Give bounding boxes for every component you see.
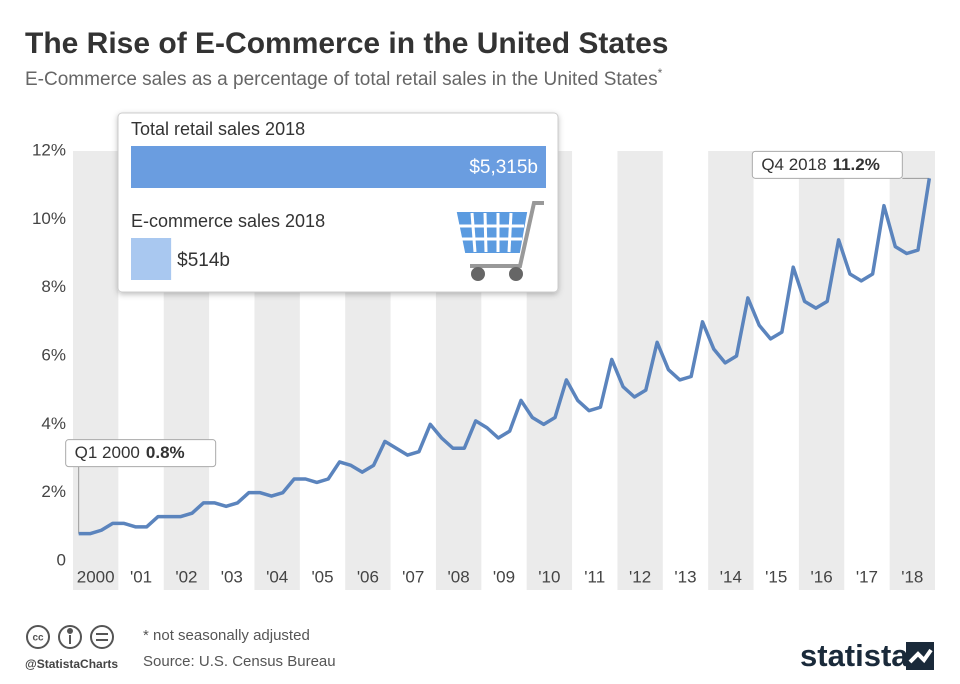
- x-tick-label: '14: [720, 567, 742, 586]
- y-tick-label: 2%: [41, 482, 66, 501]
- brand-icon: [906, 642, 934, 670]
- handle: @StatistaCharts: [25, 657, 118, 671]
- inset-bar: [131, 238, 172, 280]
- cart-grid: [458, 212, 524, 253]
- y-tick-label: 0: [57, 550, 66, 569]
- x-tick-label: '05: [311, 567, 333, 586]
- x-tick-label: '07: [402, 567, 424, 586]
- note: * not seasonally adjusted: [143, 627, 310, 644]
- inset-value: $5,315b: [469, 157, 538, 178]
- source: Source: U.S. Census Bureau: [143, 653, 336, 670]
- x-tick-label: '09: [493, 567, 515, 586]
- x-tick-label: '15: [765, 567, 787, 586]
- subtitle-mark: *: [658, 66, 663, 80]
- year-band: [889, 151, 935, 590]
- x-tick-label: '01: [130, 567, 152, 586]
- inset-bar: [131, 146, 546, 188]
- annotation-box: [65, 439, 217, 468]
- x-tick-label: '18: [901, 567, 923, 586]
- chart-subtitle: E-Commerce sales as a percentage of tota…: [25, 66, 663, 90]
- annotation-label: Q1 2000: [75, 444, 140, 463]
- inset-value: $514b: [177, 250, 230, 271]
- x-tick-label: '10: [538, 567, 560, 586]
- x-tick-label: '12: [629, 567, 651, 586]
- y-tick-label: 6%: [41, 345, 66, 364]
- year-band: [73, 151, 119, 590]
- inset-label: E-commerce sales 2018: [131, 211, 325, 231]
- x-tick-label: 2000: [77, 567, 115, 586]
- x-tick-label: '11: [584, 567, 605, 586]
- y-tick-label: 10%: [32, 209, 66, 228]
- x-tick-label: '03: [221, 567, 243, 586]
- subtitle-text: E-Commerce sales as a percentage of tota…: [25, 69, 658, 90]
- year-band: [617, 151, 663, 590]
- plot: 0 2% 4% 6% 8% 10% 12% 2000 '01 '02 '03 '04 '05 '06 '07…: [32, 140, 932, 586]
- annotation-box: [751, 150, 903, 179]
- year-band: [798, 151, 845, 590]
- cc-glyph: cc: [32, 633, 44, 644]
- line: [78, 178, 932, 536]
- x-tick-label: '17: [856, 567, 878, 586]
- x-tick-label: '04: [266, 567, 288, 586]
- x-tick-label: '16: [811, 567, 833, 586]
- y-tick-label: 12%: [32, 140, 66, 159]
- inset-label: Total retail sales 2018: [131, 119, 305, 139]
- annotation: Q4 2018 11.2%: [761, 155, 880, 174]
- annotation-value: 11.2%: [833, 155, 880, 174]
- license-icons: [26, 625, 114, 649]
- brand: statista: [800, 638, 909, 673]
- y-tick-label: 8%: [41, 277, 66, 296]
- x-tick-label: '06: [357, 567, 379, 586]
- y-tick-label: 4%: [41, 414, 66, 433]
- annotation-label: Q4 2018: [761, 155, 826, 174]
- x-tick-label: '08: [448, 567, 470, 586]
- year-band: [708, 151, 754, 590]
- inset-box: Total retail sales 2018 $5,315b E-commerce…: [117, 112, 559, 293]
- annotation: Q1 2000 0.8%: [75, 444, 185, 463]
- annotation-value: 0.8%: [146, 444, 185, 463]
- x-tick-label: '02: [175, 567, 197, 586]
- x-tick-label: '13: [674, 567, 696, 586]
- chart-title: The Rise of E-Commerce in the United Sta…: [25, 27, 668, 60]
